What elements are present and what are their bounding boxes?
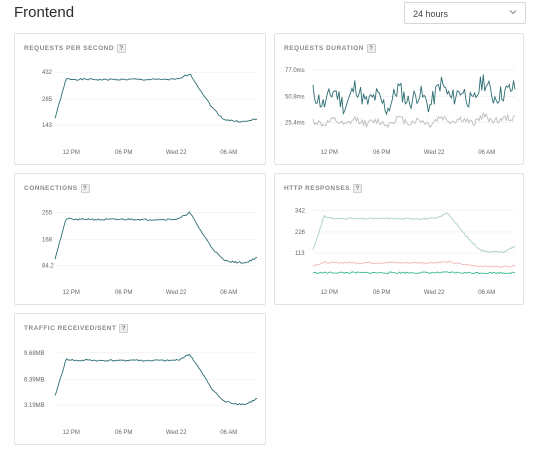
x-tick-label: 06 PM — [373, 290, 390, 296]
time-range-value: 24 hours — [413, 9, 449, 19]
y-tick-label: 50.8ms — [285, 95, 305, 101]
help-icon[interactable]: ? — [117, 44, 127, 53]
x-tick-label: 12 PM — [320, 150, 337, 156]
x-tick-label: Wed 22 — [166, 150, 187, 156]
chevron-down-icon — [509, 10, 517, 15]
series-line — [54, 211, 258, 264]
requests-per-second-chart: 432 285 143 12 PM 06 PM Wed 22 06 AM — [42, 70, 258, 156]
x-tick-label: 06 PM — [373, 150, 390, 156]
series-line — [312, 271, 516, 275]
y-tick-label: 6.39MB — [24, 377, 45, 383]
series-line — [312, 260, 516, 268]
series-line — [312, 74, 516, 116]
x-tick-label: 06 AM — [478, 290, 495, 296]
series-line — [312, 212, 516, 254]
requests-duration-chart: 77.0ms 50.8ms 25.4ms 12 PM 06 PM Wed 22 06 AM — [285, 68, 516, 156]
connections-card: CONNECTIONS? 255 168 84.2 12 PM 06 PM Wed 22 0… — [14, 173, 266, 305]
help-icon[interactable]: ? — [353, 184, 363, 193]
help-icon[interactable]: ? — [80, 184, 90, 193]
card-title: REQUESTS PER SECOND — [24, 45, 115, 52]
y-tick-label: 226 — [295, 230, 306, 236]
card-title: HTTP RESPONSES — [284, 185, 351, 192]
x-tick-label: 06 AM — [220, 150, 237, 156]
http-responses-card: HTTP RESPONSES? 342 226 113 12 PM 06 PM Wed 2… — [274, 173, 524, 305]
x-tick-label: 06 AM — [220, 430, 237, 436]
y-tick-label: 432 — [42, 70, 53, 76]
http-responses-chart: 342 226 113 12 PM 06 PM Wed 22 06 AM — [295, 208, 516, 296]
page-title: Frontend — [14, 4, 75, 21]
requests-duration-card: REQUESTS DURATION? 77.0ms 50.8ms 25.4ms 12 … — [274, 33, 524, 165]
card-title: TRAFFIC RECEIVED/SENT — [24, 325, 117, 332]
x-tick-label: 06 PM — [115, 430, 132, 436]
traffic-card: TRAFFIC RECEIVED/SENT? 9.68MB 6.39MB 3.19M… — [14, 313, 266, 445]
time-range-select[interactable]: 24 hours — [404, 2, 526, 24]
y-tick-label: 25.4ms — [285, 120, 305, 126]
y-tick-label: 3.19MB — [24, 403, 45, 409]
x-tick-label: 06 AM — [478, 150, 495, 156]
help-icon[interactable]: ? — [119, 324, 129, 333]
y-tick-label: 168 — [42, 237, 53, 243]
traffic-chart: 9.68MB 6.39MB 3.19MB 12 PM 06 PM Wed 22 06 AM — [24, 351, 258, 436]
series-line — [54, 353, 258, 406]
y-tick-label: 9.68MB — [24, 351, 45, 357]
y-tick-label: 84.2 — [42, 263, 54, 269]
requests-per-second-card: REQUESTS PER SECOND? 432 285 143 12 PM 06 PM… — [14, 33, 266, 165]
y-tick-label: 342 — [295, 208, 306, 214]
connections-chart: 255 168 84.2 12 PM 06 PM Wed 22 06 AM — [42, 210, 258, 296]
series-line — [312, 111, 516, 129]
x-tick-label: 12 PM — [62, 290, 79, 296]
x-tick-label: 12 PM — [62, 430, 79, 436]
x-tick-label: Wed 22 — [166, 290, 187, 296]
x-tick-label: 06 AM — [220, 290, 237, 296]
x-tick-label: 12 PM — [62, 150, 79, 156]
y-tick-label: 113 — [295, 251, 305, 257]
series-line — [54, 73, 258, 123]
x-tick-label: 06 PM — [115, 290, 132, 296]
y-tick-label: 285 — [42, 97, 53, 103]
card-title: REQUESTS DURATION — [284, 45, 364, 52]
card-title: CONNECTIONS — [24, 185, 78, 192]
x-tick-label: Wed 22 — [166, 430, 187, 436]
x-tick-label: Wed 22 — [424, 150, 445, 156]
x-tick-label: 06 PM — [115, 150, 132, 156]
x-tick-label: Wed 22 — [424, 290, 445, 296]
y-tick-label: 255 — [42, 210, 53, 216]
y-tick-label: 143 — [42, 123, 53, 129]
y-tick-label: 77.0ms — [285, 68, 305, 74]
help-icon[interactable]: ? — [366, 44, 376, 53]
x-tick-label: 12 PM — [320, 290, 337, 296]
